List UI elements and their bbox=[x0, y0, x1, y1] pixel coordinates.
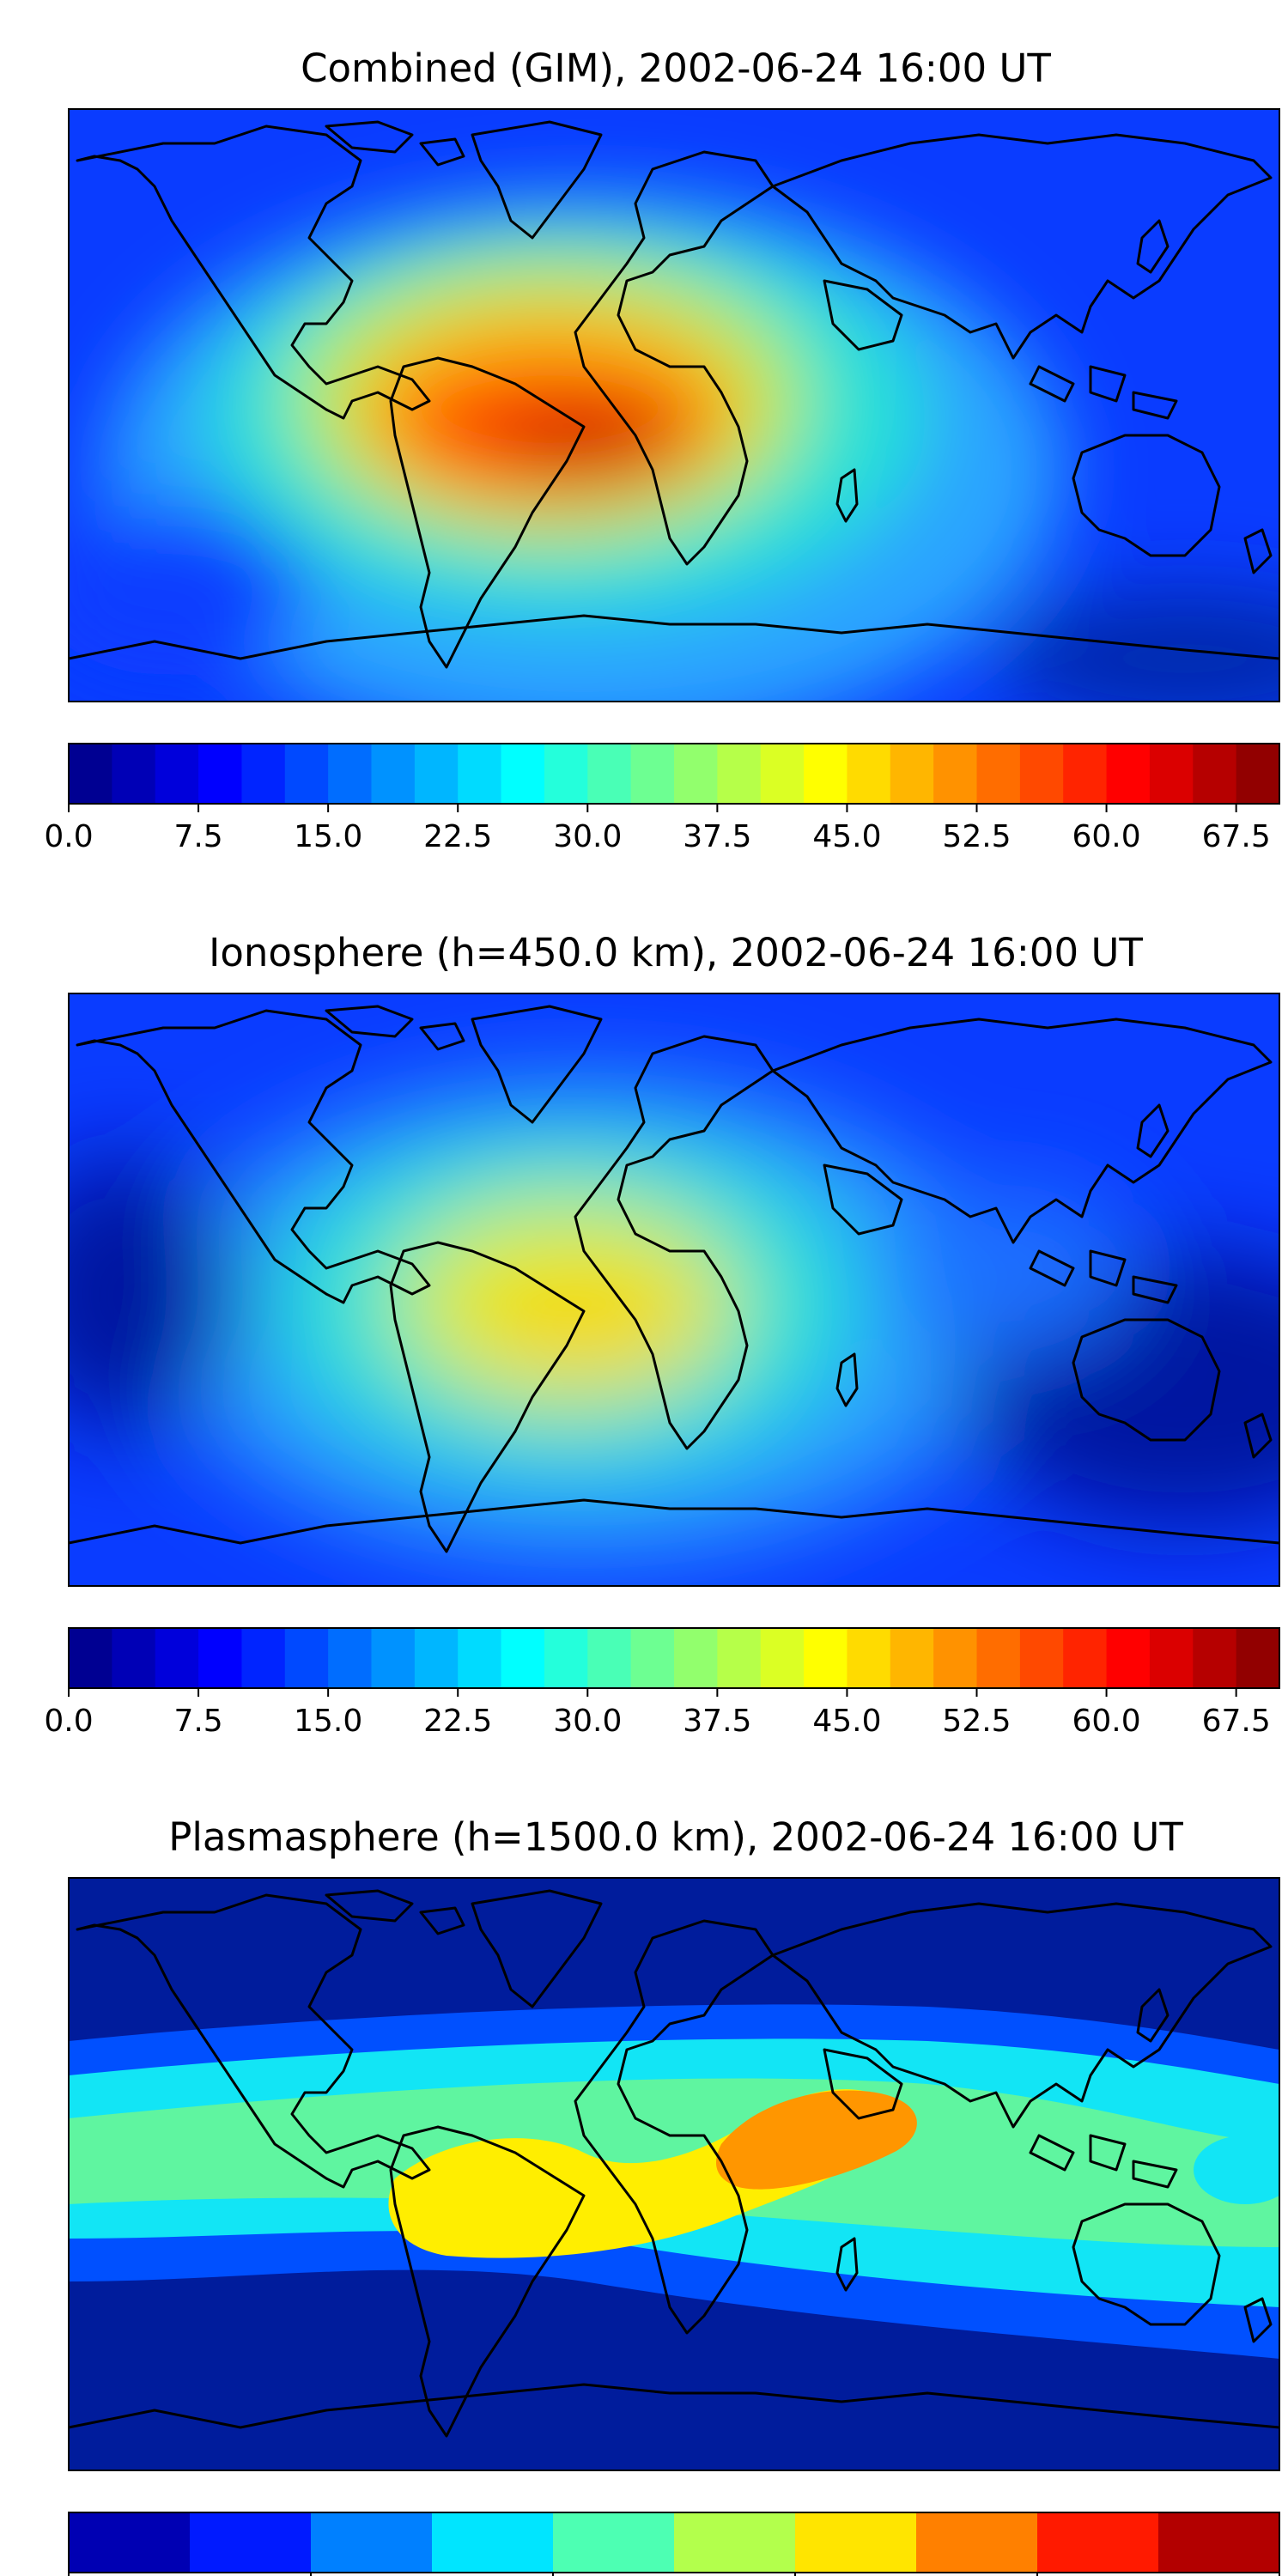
colorbar-swatch bbox=[630, 744, 675, 804]
colorbar-tick-label: 60.0 bbox=[1072, 819, 1140, 854]
colorbar-tick-label: 15.0 bbox=[294, 819, 362, 854]
colorbar-swatch bbox=[190, 2512, 312, 2573]
colorbar-swatch bbox=[241, 1628, 286, 1688]
colorbar-swatch bbox=[371, 1628, 416, 1688]
colorbar-swatch bbox=[1193, 744, 1237, 804]
colorbar-swatch bbox=[1019, 1628, 1064, 1688]
colorbar-tick-label: 67.5 bbox=[1202, 1704, 1271, 1739]
colorbar-tick-label: 0.0 bbox=[44, 819, 93, 854]
colorbar-swatch bbox=[674, 744, 718, 804]
colorbar-ionosphere: 0.0 7.5 15.0 22.5 30.0 37.5 45.0 52.5 60.0 67.5 bbox=[44, 1627, 1280, 1739]
colorbar-swatch bbox=[1149, 1628, 1194, 1688]
colorbar-swatch bbox=[1106, 1628, 1151, 1688]
colorbar-swatch bbox=[630, 1628, 675, 1688]
colorbar-swatch bbox=[674, 2512, 796, 2573]
colorbar-swatch bbox=[311, 2512, 433, 2573]
panel-title: Ionosphere (h=450.0 km), 2002-06-24 16:0… bbox=[209, 930, 1143, 975]
colorbar-swatch bbox=[933, 744, 978, 804]
colorbar-swatch bbox=[1149, 744, 1194, 804]
colorbar-swatch bbox=[1158, 2512, 1280, 2573]
colorbar-swatch bbox=[155, 1628, 199, 1688]
colorbar-swatch bbox=[501, 744, 545, 804]
colorbar-tick-label: 30.0 bbox=[553, 1704, 622, 1739]
colorbar-swatch bbox=[198, 1628, 243, 1688]
colorbar-swatch bbox=[1037, 2512, 1159, 2573]
colorbar-swatch bbox=[69, 2512, 191, 2573]
colorbar-swatch bbox=[458, 744, 502, 804]
colorbar-swatch bbox=[795, 2512, 917, 2573]
colorbar-tick-label: 0.0 bbox=[44, 1704, 93, 1739]
colorbar-swatch bbox=[414, 744, 459, 804]
colorbar-tick-label: 67.5 bbox=[1202, 819, 1271, 854]
colorbar-tick-label: 22.5 bbox=[423, 1704, 492, 1739]
colorbar-tick-label: 60.0 bbox=[1072, 1704, 1140, 1739]
colorbar-swatch bbox=[916, 2512, 1038, 2573]
colorbar-swatch bbox=[976, 744, 1021, 804]
colorbar-tick-label: 52.5 bbox=[942, 819, 1011, 854]
colorbar-plasmasphere: 0510152025 bbox=[68, 2512, 1280, 2576]
colorbar-swatch bbox=[847, 1628, 891, 1688]
panel-title: Plasmasphere (h=1500.0 km), 2002-06-24 1… bbox=[168, 1814, 1183, 1860]
colorbar-swatch bbox=[587, 1628, 632, 1688]
colorbar-swatch bbox=[1193, 1628, 1237, 1688]
colorbar-swatch bbox=[432, 2512, 554, 2573]
colorbar-swatch bbox=[933, 1628, 978, 1688]
colorbar-swatch bbox=[328, 744, 373, 804]
colorbar-swatch bbox=[414, 1628, 459, 1688]
colorbar-swatch bbox=[847, 744, 891, 804]
map-ionosphere bbox=[67, 993, 1281, 1587]
colorbar-swatch bbox=[371, 744, 416, 804]
colorbar-tick-label: 30.0 bbox=[553, 819, 622, 854]
panel-plasmasphere: Plasmasphere (h=1500.0 km), 2002-06-24 1… bbox=[67, 1814, 1281, 2576]
colorbar-swatch bbox=[553, 2512, 675, 2573]
colorbar-swatch bbox=[328, 1628, 373, 1688]
colorbar-swatch bbox=[544, 744, 588, 804]
colorbar-swatch bbox=[155, 744, 199, 804]
colorbar-swatch bbox=[717, 1628, 762, 1688]
colorbar-swatch bbox=[760, 1628, 805, 1688]
colorbar-swatch bbox=[1236, 744, 1280, 804]
colorbar-swatch bbox=[804, 744, 848, 804]
colorbar-swatch bbox=[501, 1628, 545, 1688]
map-plasmasphere bbox=[67, 1877, 1281, 2471]
colorbar-swatch bbox=[760, 744, 805, 804]
colorbar-swatch bbox=[587, 744, 632, 804]
colorbar-tick-label: 52.5 bbox=[942, 1704, 1011, 1739]
colorbar-swatch bbox=[717, 744, 762, 804]
colorbar-tick-label: 45.0 bbox=[812, 1704, 881, 1739]
colorbar-combined: 0.0 7.5 15.0 22.5 30.0 37.5 45.0 52.5 60.0 67.5 bbox=[44, 743, 1280, 854]
panel-title: Combined (GIM), 2002-06-24 16:00 UT bbox=[301, 46, 1051, 91]
colorbar-tick-label: 7.5 bbox=[173, 819, 222, 854]
colorbar-swatch bbox=[458, 1628, 502, 1688]
colorbar-swatch bbox=[544, 1628, 588, 1688]
colorbar-swatch bbox=[1063, 1628, 1108, 1688]
colorbar-swatch bbox=[69, 744, 112, 804]
colorbar-swatch bbox=[1236, 1628, 1280, 1688]
colorbar-swatch bbox=[674, 1628, 718, 1688]
colorbar-swatch bbox=[890, 744, 934, 804]
colorbar-swatch bbox=[112, 1628, 156, 1688]
colorbar-swatch bbox=[241, 744, 286, 804]
colorbar-swatch bbox=[198, 744, 243, 804]
panel-ionosphere: Ionosphere (h=450.0 km), 2002-06-24 16:0… bbox=[44, 930, 1281, 1739]
colorbar-tick-label: 37.5 bbox=[683, 1704, 751, 1739]
map-combined bbox=[67, 108, 1281, 702]
colorbar-swatch bbox=[1019, 744, 1064, 804]
colorbar-swatch bbox=[1063, 744, 1108, 804]
colorbar-swatch bbox=[890, 1628, 934, 1688]
colorbar-tick-label: 22.5 bbox=[423, 819, 492, 854]
colorbar-swatch bbox=[804, 1628, 848, 1688]
colorbar-tick-label: 37.5 bbox=[683, 819, 751, 854]
colorbar-tick-label: 45.0 bbox=[812, 819, 881, 854]
colorbar-swatch bbox=[976, 1628, 1021, 1688]
colorbar-swatch bbox=[69, 1628, 112, 1688]
colorbar-swatch bbox=[112, 744, 156, 804]
colorbar-tick-label: 7.5 bbox=[173, 1704, 222, 1739]
colorbar-tick-label: 15.0 bbox=[294, 1704, 362, 1739]
colorbar-swatch bbox=[1106, 744, 1151, 804]
colorbar-swatch bbox=[284, 744, 329, 804]
panel-combined: Combined (GIM), 2002-06-24 16:00 UT bbox=[44, 46, 1281, 854]
colorbar-swatch bbox=[284, 1628, 329, 1688]
